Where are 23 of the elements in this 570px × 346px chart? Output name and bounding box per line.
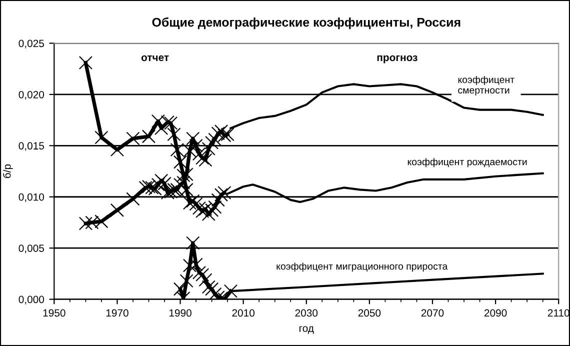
x-tick-label: 1970 (106, 309, 128, 317)
annotation: прогноз (377, 55, 418, 64)
x-tick-label: 2090 (484, 309, 507, 317)
y-tick-label: 0,020 (18, 90, 44, 100)
series-label: коэффицент миграционного прироста (276, 262, 448, 272)
y-tick-label: 0,005 (18, 244, 44, 254)
x-tick-label: 2110 (548, 309, 570, 317)
series-label: коэффицент смертности (458, 76, 514, 96)
y-tick-label: 0,010 (18, 193, 44, 202)
series-label: коэффицент рождаемости (408, 158, 527, 168)
annotation: отчет (141, 55, 169, 62)
x-tick-label: 1990 (169, 309, 192, 317)
x-tick-label: 2070 (421, 309, 444, 317)
x-axis-title: год (300, 326, 314, 334)
x-tick-label: 2050 (358, 309, 381, 317)
x-tick-label: 2010 (232, 309, 254, 317)
y-tick-label: 0,000 (18, 296, 44, 304)
x-tick-label: 1950 (43, 309, 66, 317)
y-tick-label: 0,015 (18, 142, 44, 151)
chart-title: Общие демографические коэффициенты, Россия (152, 17, 460, 30)
y-axis-title: б/р (3, 164, 13, 178)
x-tick-label: 2030 (295, 309, 318, 317)
y-tick-label: 0,025 (18, 40, 44, 48)
